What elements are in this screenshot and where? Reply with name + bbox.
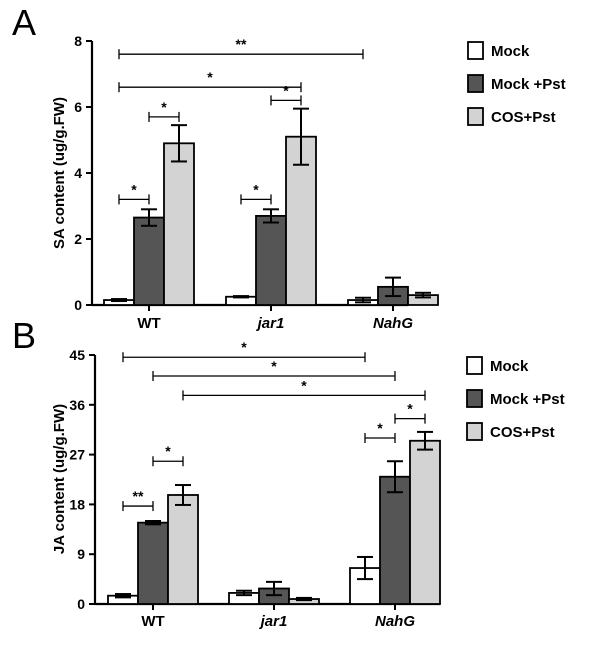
panel-a-legend-swatch	[467, 41, 484, 60]
panel-a-bar	[133, 216, 165, 306]
panel-b-legend-swatch	[466, 389, 483, 408]
panel-b-significance-label: *	[241, 339, 247, 355]
panel-a-y-tick-label: 6	[74, 99, 82, 115]
panel-b-bar	[409, 439, 441, 605]
panel-a-legend-label: COS+Pst	[491, 109, 556, 126]
panel-a-legend-label: Mock	[491, 43, 530, 60]
panel-b-y-tick-label: 9	[77, 546, 85, 562]
panel-b-bar	[379, 475, 411, 605]
panel-b-legend-label: COS+Pst	[490, 424, 555, 441]
panel-a-significance-label: *	[207, 69, 213, 85]
panel-a-y-axis-label: SA content (ug/g.FW)	[51, 97, 68, 249]
panel-a-y-tick-label: 8	[74, 33, 82, 49]
panel-a-y-tick-label: 0	[74, 297, 82, 313]
panel-a-bar	[255, 214, 287, 306]
panel-a-significance-label: *	[131, 181, 137, 197]
panel-b-y-tick-label: 18	[69, 496, 85, 512]
panel-a-y-tick-label: 4	[74, 165, 82, 181]
panel-a-legend-label: Mock +Pst	[491, 76, 566, 93]
panel-b-legend-label: Mock	[490, 358, 529, 375]
panel-b-letter: B	[12, 315, 36, 356]
panel-a-legend-swatch	[467, 74, 484, 93]
panel-b-significance-label: *	[407, 401, 413, 417]
panel-a-letter: A	[12, 2, 36, 43]
panel-b-y-tick-label: 36	[69, 397, 85, 413]
panel-a-category-label: jar1	[256, 315, 285, 332]
panel-b-significance-label: *	[377, 420, 383, 436]
panel-a-significance-label: **	[236, 36, 247, 52]
panel-a-category-label: NahG	[373, 315, 413, 332]
panel-b-category-label: WT	[141, 613, 164, 630]
panel-b-category-label: NahG	[375, 613, 415, 630]
panel-a-bar	[163, 142, 195, 306]
panel-a-significance-label: *	[161, 99, 167, 115]
panel-b-y-tick-label: 45	[69, 347, 85, 363]
panel-b-significance-label: *	[271, 358, 277, 374]
panel-b-significance-label: **	[133, 488, 144, 504]
panel-b-y-tick-label: 0	[77, 596, 85, 612]
panel-b-legend-swatch	[466, 422, 483, 441]
panel-b-category-label: jar1	[259, 613, 288, 630]
panel-a-y-tick-label: 2	[74, 231, 82, 247]
panel-a-category-label: WT	[137, 315, 160, 332]
panel-b-significance-label: *	[165, 443, 171, 459]
panel-b-y-tick-label: 27	[69, 447, 85, 463]
panel-b-bar	[137, 521, 169, 605]
panel-a-legend-swatch	[467, 107, 484, 126]
panel-b-bar	[167, 494, 199, 605]
panel-b-legend-label: Mock +Pst	[490, 391, 565, 408]
panel-b-legend-swatch	[466, 356, 483, 375]
panel-a-significance-label: *	[283, 82, 289, 98]
panel-b-significance-label: *	[301, 377, 307, 393]
panel-b-y-axis-label: JA content (ug/g.FW)	[51, 404, 68, 554]
panel-a-significance-label: *	[253, 181, 259, 197]
